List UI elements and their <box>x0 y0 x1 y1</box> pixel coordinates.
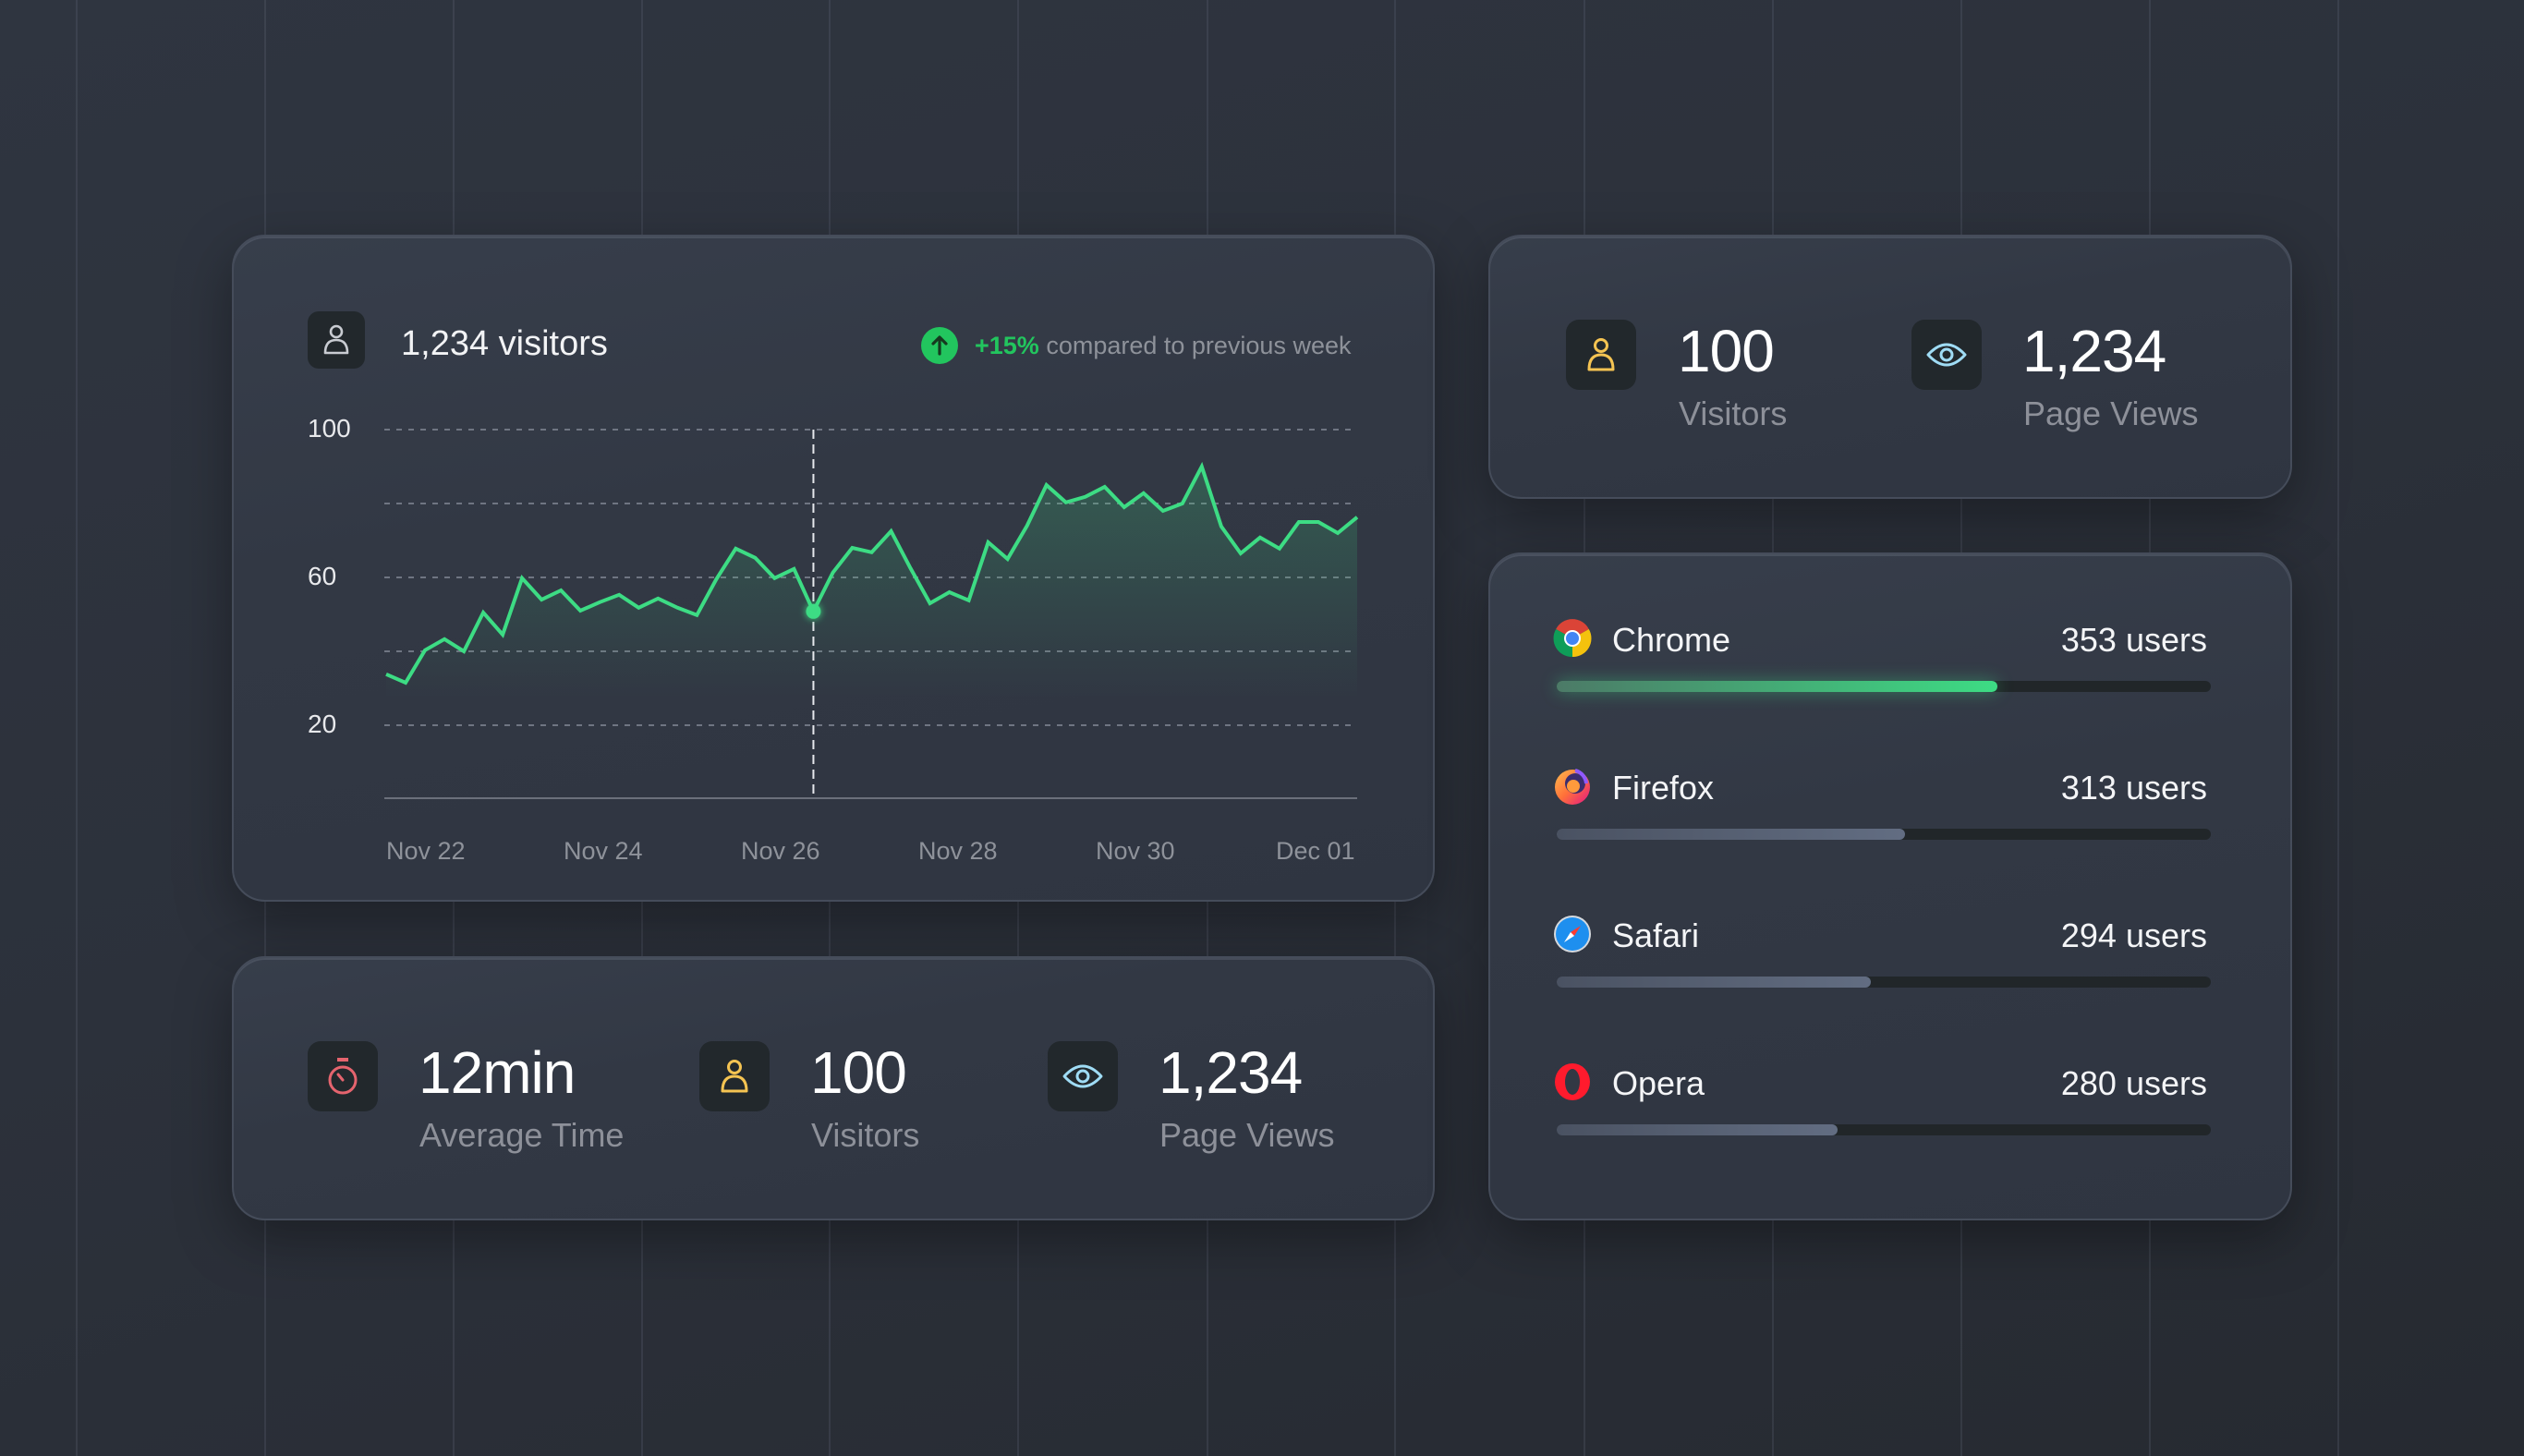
eye-icon <box>1062 1064 1103 1088</box>
avg-time-label: Average Time <box>419 1116 625 1154</box>
x-tick-label: Nov 22 <box>386 837 466 865</box>
visitors-line-chart[interactable] <box>384 421 1364 809</box>
x-tick-label: Nov 26 <box>741 837 820 865</box>
page-views-value: 1,234 <box>2022 318 2166 384</box>
page-views-icon-box <box>1048 1041 1118 1111</box>
safari-icon <box>1554 916 1591 952</box>
hover-point[interactable] <box>806 603 821 619</box>
visitors-label: Visitors <box>811 1116 920 1154</box>
arrow-up-circle-icon <box>921 327 958 364</box>
browser-users: 353 users <box>2060 621 2207 659</box>
summary-stats-card: 12min Average Time 100 Visitors 1,234 Pa… <box>232 956 1435 1220</box>
browser-name: Opera <box>1612 1064 1705 1102</box>
browser-bar-fill <box>1557 1124 1838 1135</box>
browser-users: 313 users <box>2060 769 2207 807</box>
x-tick-label: Nov 30 <box>1096 837 1175 865</box>
browsers-card: Chrome 353 users Firefox 313 users <box>1488 552 2292 1220</box>
browser-bar <box>1557 829 2211 840</box>
browser-bar-fill <box>1557 681 1998 692</box>
user-icon <box>323 324 349 355</box>
x-tick-label: Nov 28 <box>918 837 998 865</box>
trend-comparison: compared to previous week <box>1038 331 1352 359</box>
y-tick-60: 60 <box>308 562 337 590</box>
visitors-icon-box <box>699 1041 770 1111</box>
visitors-title: 1,234 visitors <box>401 324 608 363</box>
visitors-icon-box <box>1566 320 1636 390</box>
y-tick-20: 20 <box>308 710 337 738</box>
stopwatch-icon-box <box>308 1041 378 1111</box>
opera-icon <box>1555 1063 1590 1100</box>
grid-line <box>76 0 78 1456</box>
browser-users: 294 users <box>2060 916 2207 954</box>
browser-bar <box>1557 1124 2211 1135</box>
visitors-value: 100 <box>810 1039 907 1106</box>
browser-bar-fill <box>1557 829 1905 840</box>
y-tick-100: 100 <box>308 414 351 443</box>
trend-text: +15% compared to previous week <box>975 331 1352 359</box>
visitors-chart-card: 1,234 visitors +15% compared to previous… <box>232 235 1435 902</box>
page-views-value: 1,234 <box>1159 1039 1303 1106</box>
firefox-icon <box>1555 769 1590 805</box>
avg-time-value: 12min <box>419 1039 576 1106</box>
trend-percent: +15% <box>975 331 1039 359</box>
page-views-label: Page Views <box>1159 1116 1335 1154</box>
page-views-icon-box <box>1911 320 1982 390</box>
trend-indicator: +15% compared to previous week <box>921 327 1351 364</box>
browser-users: 280 users <box>2060 1064 2207 1102</box>
user-icon <box>721 1060 748 1093</box>
browser-name: Chrome <box>1612 621 1731 659</box>
visitors-value: 100 <box>1678 318 1775 384</box>
browser-bar <box>1557 977 2211 988</box>
browser-bar-fill <box>1557 977 1871 988</box>
chart-line <box>385 461 1359 686</box>
visitors-label: Visitors <box>1679 394 1788 432</box>
eye-icon <box>1926 343 1967 367</box>
stopwatch-icon <box>328 1058 358 1095</box>
page-views-label: Page Views <box>2023 394 2199 432</box>
chart-area-fill <box>386 467 1357 698</box>
x-tick-label: Nov 24 <box>564 837 643 865</box>
browser-name: Firefox <box>1612 769 1715 807</box>
x-tick-label: Dec 01 <box>1276 837 1355 865</box>
grid-line <box>2337 0 2339 1456</box>
browser-name: Safari <box>1612 916 1700 954</box>
browser-bar <box>1557 681 2211 692</box>
user-icon-box <box>308 311 365 369</box>
chrome-icon <box>1553 619 1592 658</box>
top-stats-card: 100 Visitors 1,234 Page Views <box>1488 235 2292 499</box>
user-icon <box>1587 338 1615 371</box>
